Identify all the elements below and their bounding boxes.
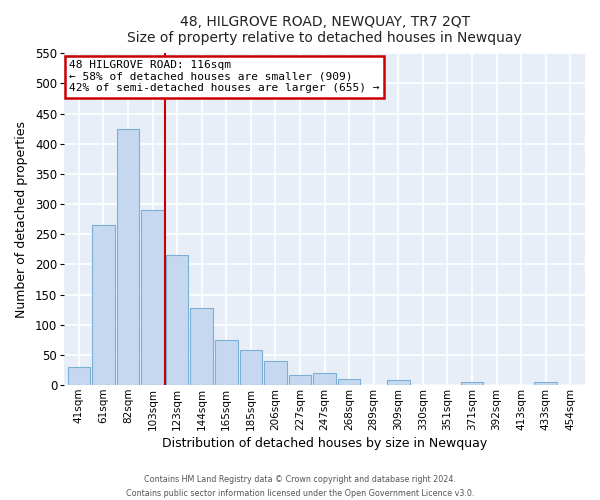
Bar xyxy=(190,308,213,385)
Bar xyxy=(289,375,311,385)
Bar xyxy=(535,382,557,385)
Bar xyxy=(313,373,336,385)
Text: 48 HILGROVE ROAD: 116sqm
← 58% of detached houses are smaller (909)
42% of semi-: 48 HILGROVE ROAD: 116sqm ← 58% of detach… xyxy=(70,60,380,93)
Bar xyxy=(387,380,410,385)
Y-axis label: Number of detached properties: Number of detached properties xyxy=(15,120,28,318)
Bar xyxy=(461,382,483,385)
Bar xyxy=(166,256,188,385)
Bar xyxy=(215,340,238,385)
Bar xyxy=(92,226,115,385)
Bar xyxy=(141,210,164,385)
Bar xyxy=(117,128,139,385)
Bar xyxy=(264,361,287,385)
Text: Contains HM Land Registry data © Crown copyright and database right 2024.
Contai: Contains HM Land Registry data © Crown c… xyxy=(126,476,474,498)
Bar xyxy=(338,379,361,385)
X-axis label: Distribution of detached houses by size in Newquay: Distribution of detached houses by size … xyxy=(162,437,487,450)
Bar xyxy=(239,350,262,385)
Bar xyxy=(68,367,90,385)
Title: 48, HILGROVE ROAD, NEWQUAY, TR7 2QT
Size of property relative to detached houses: 48, HILGROVE ROAD, NEWQUAY, TR7 2QT Size… xyxy=(127,15,522,45)
